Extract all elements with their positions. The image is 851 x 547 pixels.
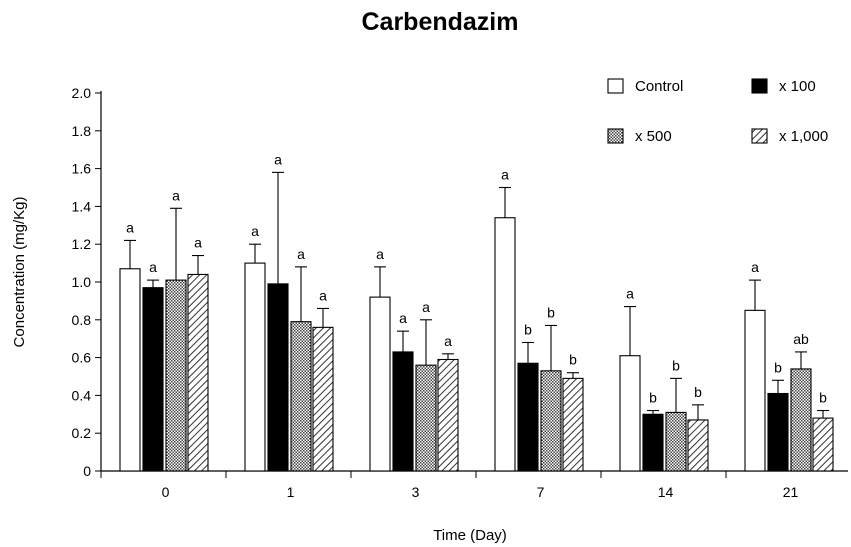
x-tick-label: 7 (537, 484, 545, 500)
legend-swatch (751, 78, 768, 94)
significance-letter: a (126, 219, 134, 235)
y-tick-label: 1.6 (72, 161, 92, 177)
significance-letter: b (569, 352, 577, 368)
legend-label: x 100 (779, 78, 816, 95)
significance-letter: a (319, 287, 327, 303)
y-tick-label: 0.8 (72, 312, 92, 328)
y-tick-label: 2.0 (72, 85, 92, 101)
significance-letter: b (774, 359, 782, 375)
bar (517, 362, 539, 472)
bar (119, 268, 141, 472)
bar (642, 413, 664, 472)
y-tick-label: 0.6 (72, 350, 92, 366)
significance-letter: b (672, 357, 680, 373)
x-axis-label: Time (Day) (433, 527, 507, 544)
y-tick-label: 1.4 (72, 198, 92, 214)
significance-letter: b (819, 390, 827, 406)
significance-letter: a (149, 259, 157, 275)
legend: Control x 100 x 500 x 1,000 (607, 78, 828, 145)
x-tick-label: 0 (162, 484, 170, 500)
bar (290, 321, 312, 472)
legend-swatch (607, 78, 624, 94)
bar (812, 417, 834, 472)
y-tick-label: 0.2 (72, 425, 92, 441)
bar (767, 392, 789, 472)
significance-letter: ab (793, 331, 809, 347)
significance-letter: a (751, 259, 759, 275)
legend-label: Control (635, 78, 683, 95)
bar (142, 287, 164, 472)
bar (415, 364, 437, 472)
significance-letter: a (274, 151, 282, 167)
legend-label: x 500 (635, 128, 672, 145)
axes: 0 0.2 0.4 0.6 0.8 1.0 1.2 1.4 1.6 1.8 2.0 0 1 3 7 14 21 (72, 85, 848, 500)
bar (562, 377, 584, 472)
bar (744, 309, 766, 472)
significance-letter: a (172, 187, 180, 203)
y-tick-label: 1.2 (72, 236, 92, 252)
y-tick-label: 1.8 (72, 123, 92, 139)
bar (369, 296, 391, 472)
legend-swatch (751, 128, 768, 144)
significance-letter: a (251, 223, 259, 239)
significance-letter: b (649, 390, 657, 406)
significance-letter: a (194, 235, 202, 251)
significance-letter: a (626, 286, 634, 302)
bar (687, 419, 709, 472)
significance-letter: a (422, 299, 430, 315)
bar (790, 368, 812, 472)
bar (187, 273, 209, 472)
x-tick-label: 3 (412, 484, 420, 500)
significance-letter: a (297, 246, 305, 262)
significance-letter: a (399, 310, 407, 326)
y-tick-label: 0 (83, 463, 91, 479)
bar (312, 326, 334, 472)
bar (392, 351, 414, 472)
significance-letter: b (547, 304, 555, 320)
bar (494, 217, 516, 472)
bar (665, 411, 687, 472)
legend-swatch (607, 128, 624, 144)
significance-letter: a (444, 333, 452, 349)
chart-title: Carbendazim (362, 8, 519, 36)
significance-letter: a (376, 246, 384, 262)
bar (619, 355, 641, 472)
bar (267, 283, 289, 472)
x-tick-label: 21 (783, 484, 799, 500)
significance-letter: b (524, 321, 532, 337)
bar (437, 358, 459, 472)
y-axis-label: Concentration (mg/Kg) (11, 197, 28, 348)
significance-letter: b (694, 384, 702, 400)
legend-label: x 1,000 (779, 128, 828, 145)
x-tick-label: 14 (658, 484, 674, 500)
y-tick-label: 0.4 (72, 387, 92, 403)
significance-letter: a (501, 167, 509, 183)
bar (165, 279, 187, 472)
bar (540, 370, 562, 472)
x-tick-label: 1 (287, 484, 295, 500)
bar (244, 262, 266, 472)
y-tick-label: 1.0 (72, 274, 92, 290)
